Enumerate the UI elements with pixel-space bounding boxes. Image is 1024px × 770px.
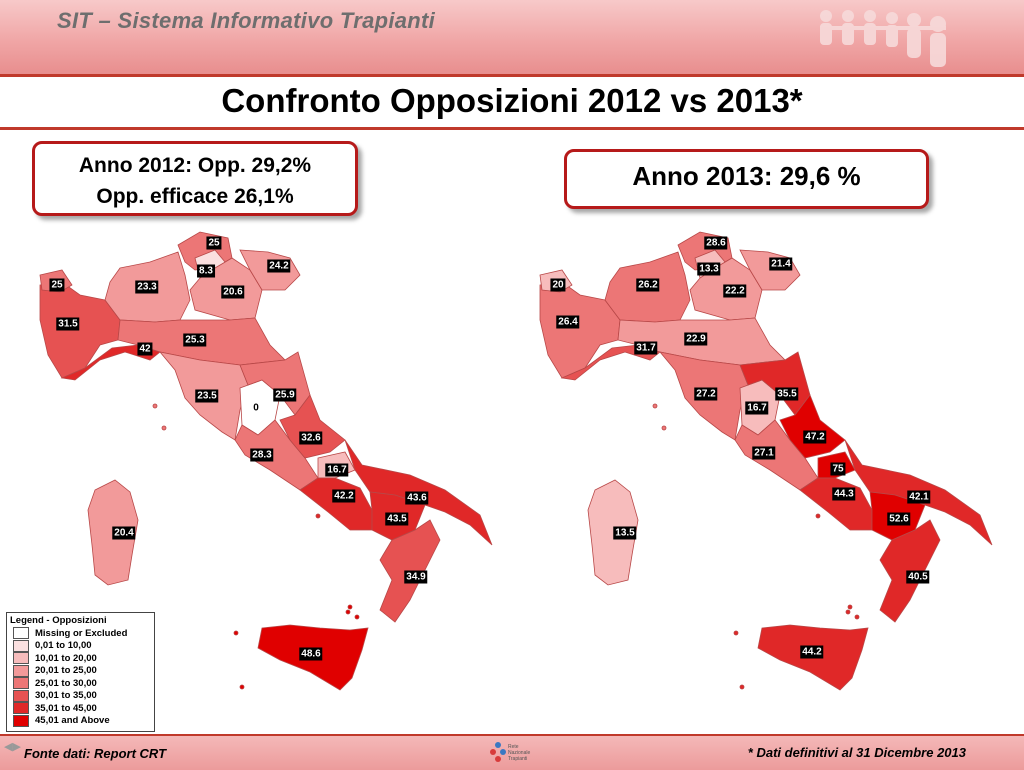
legend-swatch [13, 714, 29, 727]
legend-swatch [13, 702, 29, 715]
legend-item: 25,01 to 30,00 [7, 677, 154, 690]
footer-source: Fonte dati: Report CRT [24, 746, 167, 761]
label-2013-lazio: 27.1 [752, 446, 776, 460]
label-2012-emilia: 25.3 [183, 333, 207, 347]
legend-swatch [13, 639, 29, 652]
legend-swatch [13, 689, 29, 702]
legend-item: 10,01 to 20,00 [7, 652, 154, 665]
legend-swatch [13, 677, 29, 690]
label-2012-abruzzo: 32.6 [299, 431, 323, 445]
label-2013-liguria: 31.7 [634, 341, 658, 355]
legend-label: 20,01 to 25,00 [35, 665, 97, 677]
summary-2013-text: Anno 2013: 29,6 % [632, 161, 861, 191]
label-2013-umbria: 16.7 [745, 401, 769, 415]
label-2013-valle-daosta: 20 [550, 278, 566, 292]
label-2013-lombardia: 26.2 [636, 278, 660, 292]
legend-title: Legend - Opposizioni [10, 615, 107, 626]
title-bar: Confronto Opposizioni 2012 vs 2013* [0, 77, 1024, 130]
label-2012-liguria: 42 [137, 342, 153, 356]
legend-label: 30,01 to 35,00 [35, 690, 97, 702]
label-2012-friuli: 24.2 [267, 259, 291, 273]
summary-2012-line1: Anno 2012: Opp. 29,2% [78, 154, 312, 177]
legend-item: 30,01 to 35,00 [7, 689, 154, 703]
legend-item: 35,01 to 45,00 [7, 702, 154, 715]
label-2012-lombardia: 23.3 [135, 280, 159, 294]
legend-item: Missing or Excluded [7, 627, 154, 640]
label-2012-basilicata: 43.5 [385, 512, 409, 526]
legend-swatch [13, 664, 29, 677]
label-2013-emilia: 22.9 [684, 332, 708, 346]
maps-canvas [39, 231, 993, 691]
rete-nazionale-logo: Rete Nazionale Trapianti [490, 740, 550, 768]
summary-box-2012: Anno 2012: Opp. 29,2% Opp. efficace 26,1… [32, 141, 358, 216]
label-2012-sardegna: 20.4 [112, 526, 136, 540]
nav-arrows-icon[interactable]: ◀▶ [4, 741, 21, 753]
legend-item: 20,01 to 25,00 [7, 664, 154, 678]
label-2013-molise: 75 [830, 462, 846, 476]
footer-bar: ◀▶ Fonte dati: Report CRT Rete Nazionale… [0, 734, 1024, 770]
label-2012-trentino: 25 [206, 236, 222, 250]
summary-box-2013: Anno 2013: 29,6 % [564, 149, 929, 209]
label-2013-calabria: 40.5 [906, 570, 930, 584]
label-2012-toscana: 23.5 [195, 389, 219, 403]
label-2012-veneto: 20.6 [221, 285, 245, 299]
footer-note: * Dati definitivi al 31 Dicembre 2013 [747, 745, 966, 760]
header-title: SIT – Sistema Informativo Trapianti [57, 8, 436, 33]
people-logo-icon [820, 10, 946, 67]
summary-2012-line2: Opp. efficace 26,1% [96, 185, 294, 208]
legend-label: 25,01 to 30,00 [35, 677, 97, 689]
label-2012-bolzano: 8.3 [197, 264, 215, 278]
label-2013-sicilia: 44.2 [800, 645, 824, 659]
label-2013-abruzzo: 47.2 [803, 430, 827, 444]
legend-item: 45,01 and Above [7, 714, 154, 728]
label-2012-valle-daosta: 25 [49, 278, 65, 292]
label-2013-sardegna: 13.5 [613, 526, 637, 540]
label-2013-basilicata: 52.6 [887, 512, 911, 526]
label-2013-puglia: 42.1 [907, 490, 931, 504]
label-2012-puglia: 43.6 [405, 491, 429, 505]
label-2012-molise: 16.7 [325, 463, 349, 477]
legend-label: 35,01 to 45,00 [35, 702, 97, 714]
legend-item: 0,01 to 10,00 [7, 639, 154, 653]
label-2013-veneto: 22.2 [723, 284, 747, 298]
network-logo-icon [490, 742, 506, 762]
label-2012-umbria: 0 [251, 401, 261, 415]
label-2012-marche: 25.9 [273, 388, 297, 402]
label-2013-bolzano: 13.3 [697, 262, 721, 276]
label-2013-marche: 35.5 [775, 387, 799, 401]
label-2013-toscana: 27.2 [694, 387, 718, 401]
legend-swatch [13, 627, 29, 640]
legend-label: 10,01 to 20,00 [35, 652, 97, 664]
label-2013-trentino: 28.6 [704, 236, 728, 250]
page-title: Confronto Opposizioni 2012 vs 2013* [221, 82, 803, 119]
map-2013 [539, 231, 993, 691]
legend-swatch [13, 652, 29, 665]
label-2012-lazio: 28.3 [250, 448, 274, 462]
map-legend: Legend - Opposizioni Missing or Excluded… [6, 612, 155, 732]
legend-label: 0,01 to 10,00 [35, 640, 92, 652]
label-2013-piemonte: 26.4 [556, 315, 580, 329]
header-banner: SIT – Sistema Informativo Trapianti [0, 0, 1024, 77]
legend-label: 45,01 and Above [35, 715, 110, 727]
label-2012-sicilia: 48.6 [299, 647, 323, 661]
label-2012-campania: 42.2 [332, 489, 356, 503]
legend-label: Missing or Excluded [35, 627, 128, 639]
logo-text: Rete Nazionale Trapianti [508, 744, 531, 762]
label-2013-friuli: 21.4 [769, 257, 793, 271]
label-2013-campania: 44.3 [832, 487, 856, 501]
label-2012-calabria: 34.9 [404, 570, 428, 584]
label-2012-piemonte: 31.5 [56, 317, 80, 331]
